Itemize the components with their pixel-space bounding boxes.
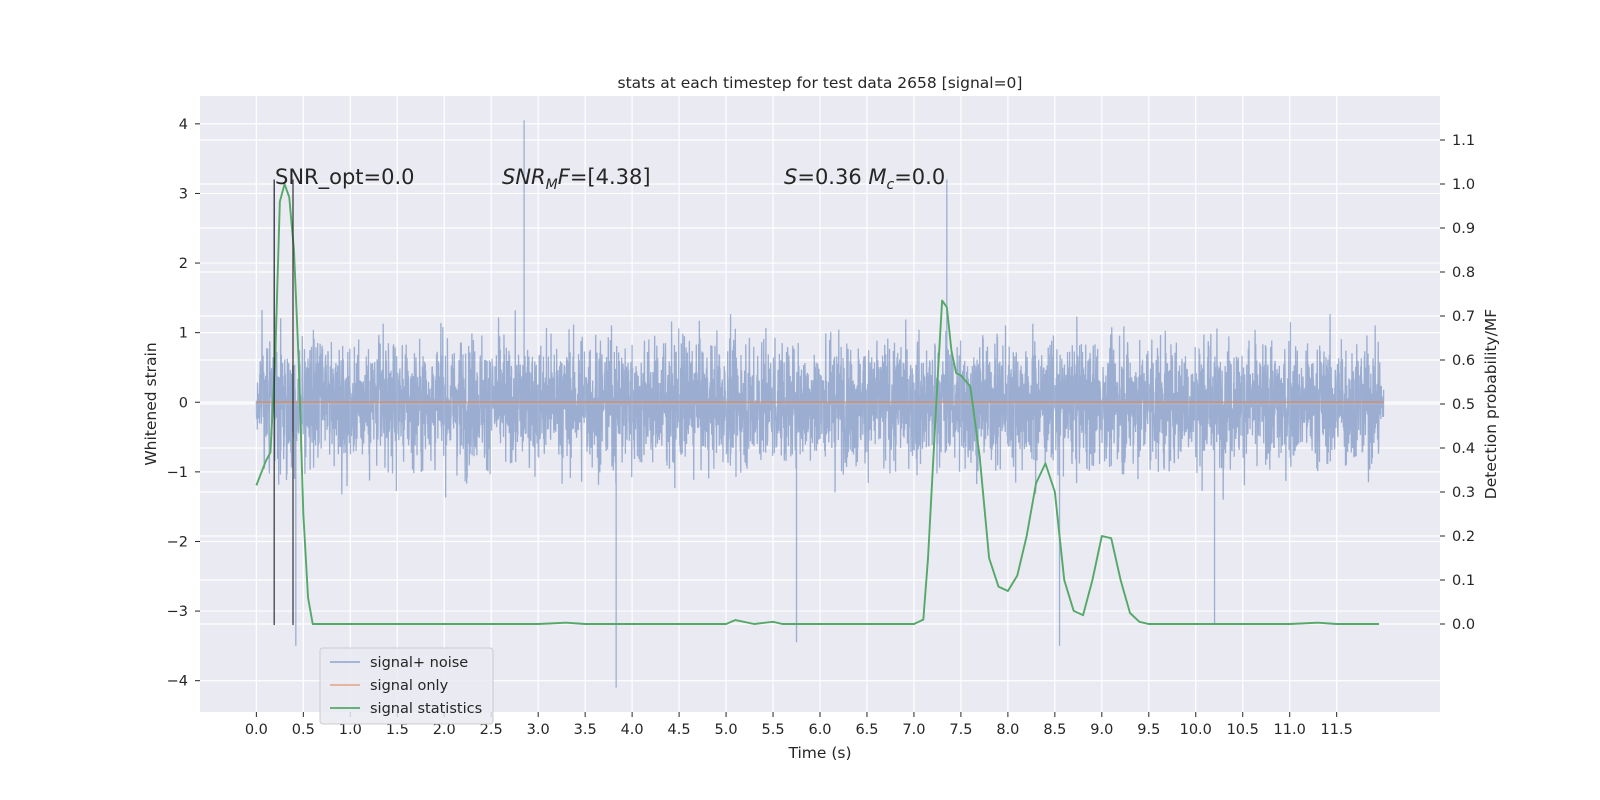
y-tick-label: 0 — [179, 395, 188, 411]
x-tick-label: 2.0 — [433, 722, 456, 738]
y-right-tick-label: 0.3 — [1452, 485, 1475, 501]
annotations: SNR_opt=0.0 SNRMF=[4.38] S=0.36 Mc=0.0 — [275, 165, 945, 193]
y-right-tick-label: 0.5 — [1452, 397, 1475, 413]
series-signal-statistics — [255, 183, 1379, 625]
x-tick-label: 4.0 — [621, 722, 644, 738]
x-tick-label: 5.5 — [761, 722, 784, 738]
x-tick-label: 11.5 — [1321, 722, 1353, 738]
annotation-text: S=0.36 Mc=0.0 — [784, 165, 945, 193]
y-right-tick-label: 0.8 — [1452, 265, 1475, 281]
y-right-tick-label: 0.1 — [1452, 573, 1475, 589]
x-tick-label: 0.0 — [245, 722, 268, 738]
x-tick-label: 10.0 — [1180, 722, 1212, 738]
x-axis-ticks: 0.0 0.5 1.0 1.5 2.0 2.5 3.0 3.5 4.0 4.5 5.0 5.5 6.0 6… — [245, 712, 1353, 738]
signal-statistics-line — [255, 183, 1379, 625]
x-tick-label: 6.0 — [808, 722, 831, 738]
x-tick-label: 1.5 — [386, 722, 409, 738]
marker-lines — [273, 179, 294, 625]
x-tick-label: 7.0 — [902, 722, 925, 738]
annotation-part: S — [784, 165, 797, 189]
annotation-part: =[4.38] — [570, 165, 651, 189]
y-tick-label: 3 — [179, 186, 188, 202]
legend-label-signal-only: signal only — [370, 678, 449, 694]
y-right-tick-label: 0.2 — [1452, 529, 1475, 545]
y-tick-label: −2 — [167, 534, 188, 550]
y-tick-label: −4 — [167, 674, 188, 690]
annotation-part: SNR — [502, 165, 546, 189]
y-tick-label: −3 — [167, 604, 188, 620]
y-tick-label: −1 — [167, 465, 188, 481]
annotation-part: M — [546, 177, 558, 193]
y-right-axis-ticks: 0.0 0.1 0.2 0.3 0.4 0.5 0.6 0.7 0.8 0.9 1.0 1.1 — [1440, 133, 1475, 633]
x-tick-label: 0.5 — [292, 722, 315, 738]
x-tick-label: 9.5 — [1137, 722, 1160, 738]
x-axis-label: Time (s) — [787, 744, 851, 762]
x-tick-label: 3.0 — [527, 722, 550, 738]
annotation-part: =0.0 — [894, 165, 945, 189]
annotation-part: =0.36 — [797, 165, 868, 189]
x-tick-label: 8.0 — [996, 722, 1019, 738]
y-axis-label: Whitened strain — [142, 342, 160, 465]
legend-label-signal-statistics: signal statistics — [370, 701, 482, 717]
y-right-tick-label: 1.0 — [1452, 177, 1475, 193]
y-right-tick-label: 0.4 — [1452, 441, 1475, 457]
legend-box — [319, 647, 494, 725]
x-tick-label: 9.0 — [1090, 722, 1113, 738]
y-right-tick-label: 0.0 — [1452, 617, 1475, 633]
x-tick-label: 5.0 — [715, 722, 738, 738]
x-tick-label: 8.5 — [1043, 722, 1066, 738]
x-tick-label: 10.5 — [1227, 722, 1259, 738]
y-axis-ticks: −4 −3 −2 −1 0 1 2 3 4 — [167, 117, 200, 690]
x-tick-label: 1.0 — [339, 722, 362, 738]
x-tick-label: 4.5 — [668, 722, 691, 738]
x-tick-label: 6.5 — [855, 722, 878, 738]
annotation-text: SNRMF=[4.38] — [502, 165, 651, 193]
x-tick-label: 2.5 — [480, 722, 503, 738]
annotation-text: SNR_opt=0.0 — [275, 165, 415, 190]
x-tick-label: 3.5 — [574, 722, 597, 738]
annotation-part: c — [887, 177, 895, 193]
y-tick-label: 2 — [179, 256, 188, 272]
annotation-part: F — [558, 165, 571, 189]
x-tick-label: 11.0 — [1274, 722, 1306, 738]
y-right-tick-label: 0.7 — [1452, 309, 1475, 325]
y-right-axis-label: Detection probability/MF — [1482, 309, 1500, 500]
y-right-tick-label: 0.9 — [1452, 221, 1475, 237]
legend-label-signal-noise: signal+ noise — [370, 655, 468, 671]
legend: signal+ noise signal only signal statist… — [319, 647, 494, 725]
chart-title: stats at each timestep for test data 265… — [618, 74, 1023, 92]
y-right-tick-label: 1.1 — [1452, 133, 1475, 149]
y-right-tick-label: 0.6 — [1452, 353, 1475, 369]
x-tick-label: 7.5 — [949, 722, 972, 738]
y-tick-label: 4 — [179, 117, 188, 133]
annotation-part: M — [868, 165, 886, 189]
y-tick-label: 1 — [179, 326, 188, 342]
